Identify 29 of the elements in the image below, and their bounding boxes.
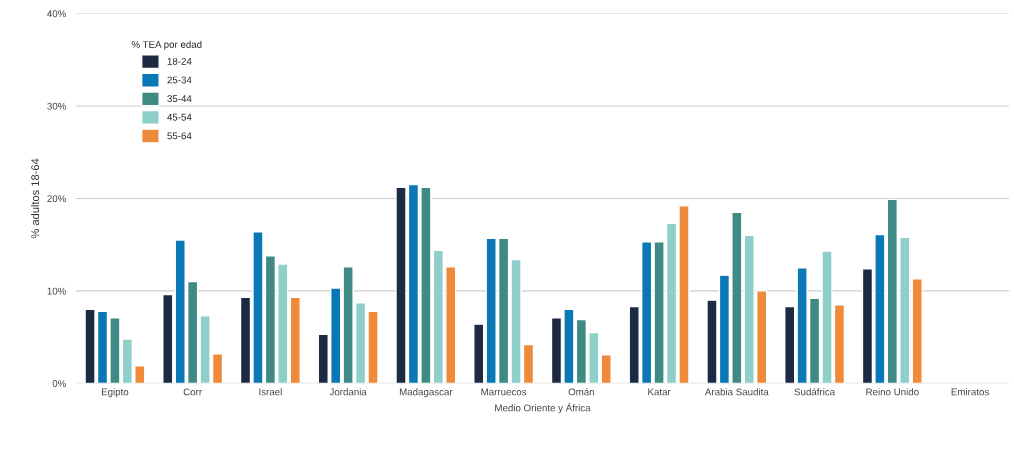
x-axis-title: Medio Oriente y África [495, 402, 591, 414]
x-tick-label: Madagascar [399, 388, 453, 398]
x-tick-label: Reino Unido [866, 388, 919, 396]
x-tick-label: Jordania [329, 388, 367, 396]
y-tick-label: 30% [47, 102, 66, 110]
legend-label: 55-64 [167, 132, 192, 140]
y-tick-label: 10% [47, 287, 66, 295]
y-tick-label: 20% [47, 195, 66, 203]
x-tick-label: Emiratos [951, 388, 989, 396]
x-tick-label: Omán [568, 388, 594, 396]
y-axis-title: % adultos 18-64 [30, 158, 40, 239]
x-tick-label: Corr [183, 388, 202, 396]
legend-label: 25-34 [167, 76, 192, 84]
bar [162, 293, 174, 384]
x-tick-label: Arabia Saudita [704, 388, 769, 396]
y-tick-label: 0% [52, 380, 66, 387]
x-tick-label: Katar [648, 388, 671, 396]
legend-label: 45-54 [167, 113, 192, 121]
x-tick-label: Egipto [101, 388, 129, 398]
x-tick-label: Marruecos [481, 388, 527, 396]
legend-label: 18-24 [167, 57, 192, 65]
legend-label: 35-44 [167, 95, 192, 103]
bar [600, 353, 612, 384]
legend-title: % TEA por edad [131, 40, 202, 50]
bar [911, 278, 923, 384]
y-tick-label: 40% [47, 10, 66, 18]
x-tick-label: Israel [259, 388, 282, 396]
bar [473, 323, 485, 384]
x-tick-label: Sudáfrica [794, 388, 836, 396]
